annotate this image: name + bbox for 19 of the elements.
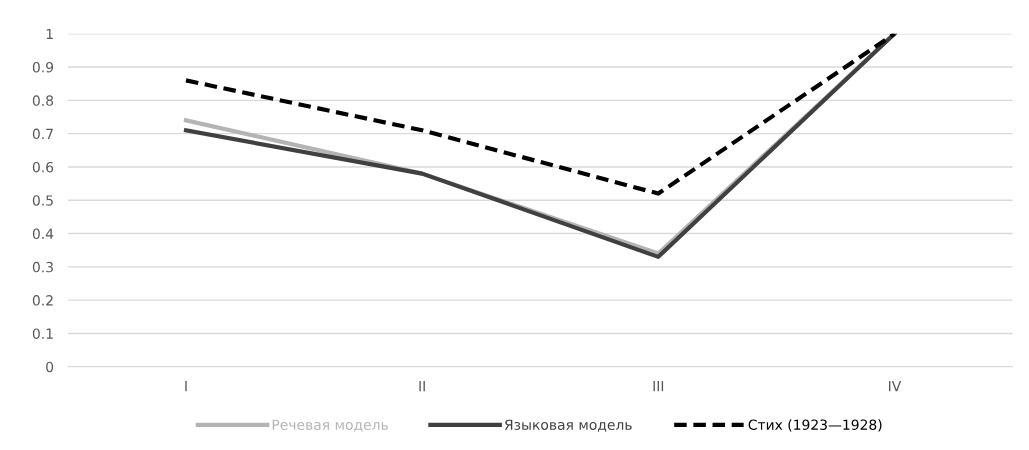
y-tick-label: 0.5 xyxy=(32,195,53,206)
y-tick-label: 0.6 xyxy=(32,161,54,173)
y-tick-label: 1 xyxy=(46,28,53,40)
y-tick-label: 0.3 xyxy=(32,261,53,273)
y-tick-label: 0.8 xyxy=(32,95,54,106)
x-tick-label: III xyxy=(653,381,664,392)
x-tick-label: I xyxy=(185,381,187,392)
x-tick-label: IV xyxy=(889,381,902,392)
y-tick-label: 0.7 xyxy=(32,128,53,140)
y-tick-label: 0.1 xyxy=(32,328,53,339)
x-tick-label: II xyxy=(419,381,425,392)
y-tick-label: 0 xyxy=(46,361,54,373)
legend-label: Стих (1923—1928) xyxy=(748,419,882,432)
legend-label: Языковая модель xyxy=(504,419,632,432)
line-series xyxy=(183,33,897,196)
text: Речевая модель xyxy=(272,419,388,432)
y-tick-label: 0.2 xyxy=(32,295,53,306)
y-tick-label: 0.9 xyxy=(32,62,54,73)
y-tick-label: 0.4 xyxy=(32,228,54,240)
